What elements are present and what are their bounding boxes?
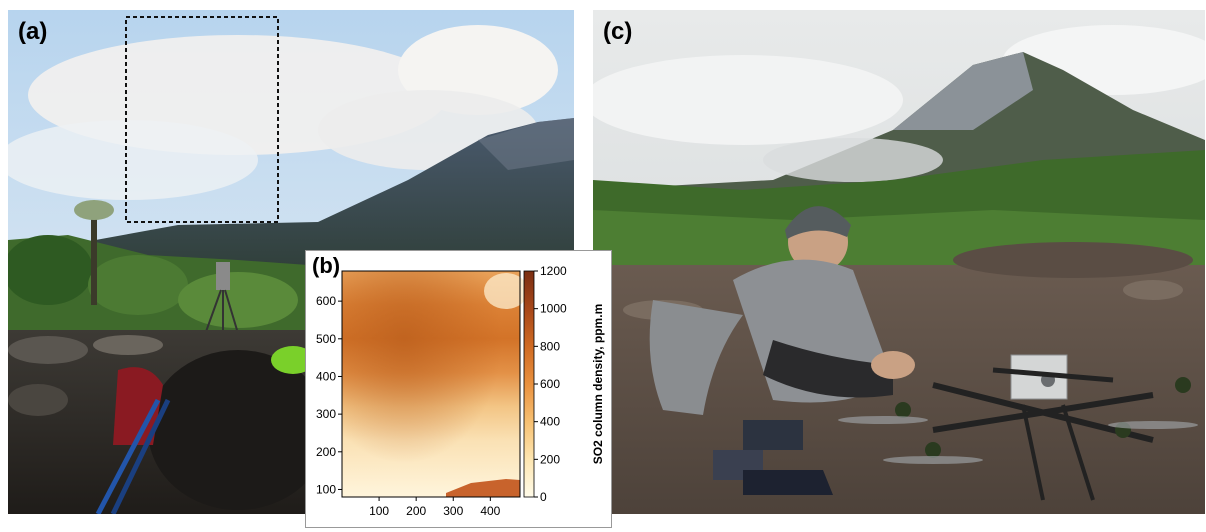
colorbar-tick-label: 200	[540, 452, 560, 466]
x-tick-label: 100	[369, 504, 389, 518]
y-tick-label: 600	[316, 294, 336, 308]
drone-field-photo	[593, 10, 1205, 514]
x-tick-label: 200	[406, 504, 426, 518]
colorbar-tick-label: 0	[540, 490, 547, 504]
photo-panel-a: (a)	[8, 10, 574, 514]
y-tick-label: 400	[316, 369, 336, 383]
y-tick-label: 200	[316, 445, 336, 459]
y-tick-label: 300	[316, 407, 336, 421]
colorbar-tick-label: 400	[540, 415, 560, 429]
heatmap-plot-area	[341, 270, 528, 498]
panel-label-a: (a)	[18, 18, 48, 45]
photo-panel-c: (c)	[593, 10, 1205, 514]
colorbar-tick-label: 600	[540, 377, 560, 391]
x-tick-label: 300	[443, 504, 463, 518]
colorbar-tick-label: 1200	[540, 264, 567, 278]
panel-label-b: (b)	[312, 253, 341, 278]
volcano-plume-photo	[8, 10, 574, 514]
so2-heatmap: 100 200 300 400 100 200 300 400 500 600 0 200 400 6…	[316, 264, 605, 518]
x-tick-label: 400	[480, 504, 500, 518]
colorbar-label: SO2 column density, ppm.m	[591, 304, 605, 464]
colorbar-ticks: 0 200 400 600 800 1000 1200	[534, 264, 567, 504]
x-axis: 100 200 300 400	[369, 497, 501, 518]
colorbar-tick-label: 800	[540, 339, 560, 353]
heatmap-panel-b: 100 200 300 400 100 200 300 400 500 600 0 200 400 6…	[305, 250, 612, 528]
measurement-region-box	[125, 16, 279, 223]
y-axis: 100 200 300 400 500 600	[316, 294, 342, 496]
colorbar	[523, 270, 535, 498]
y-tick-label: 100	[316, 482, 336, 496]
colorbar-tick-label: 1000	[540, 302, 567, 316]
y-tick-label: 500	[316, 332, 336, 346]
panel-label-c: (c)	[603, 18, 633, 45]
